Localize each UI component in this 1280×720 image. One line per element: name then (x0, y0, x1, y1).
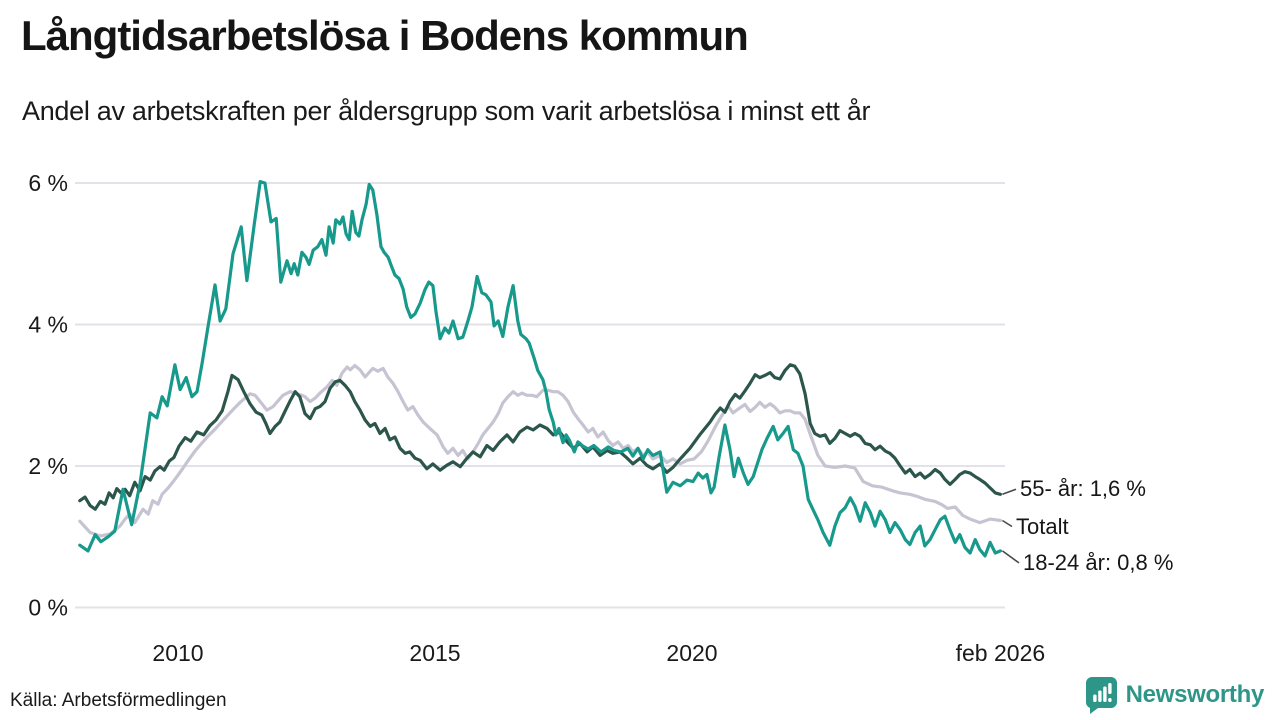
brand-name: Newsworthy (1125, 681, 1265, 708)
series-line-1 (78, 363, 1003, 511)
x-tick-label: 2015 (409, 640, 460, 666)
brand-logo: Newsworthy (1084, 676, 1264, 714)
x-tick-label: feb 2026 (956, 640, 1046, 666)
series-line-2 (78, 180, 1003, 558)
page-title: Långtidsarbetslösa i Bodens kommun (21, 12, 749, 59)
end-label-totalt: Totalt (1016, 513, 1069, 539)
x-tick-label: 2020 (666, 640, 717, 666)
end-label-55-ar: 55- år: 1,6 % (1020, 476, 1146, 502)
y-tick-label: 4 % (28, 312, 68, 338)
page-subtitle: Andel av arbetskraften per åldersgrupp s… (22, 96, 871, 126)
source-note: Källa: Arbetsförmedlingen (10, 690, 227, 711)
y-tick-label: 2 % (28, 453, 68, 479)
y-tick-label: 6 % (28, 170, 68, 196)
end-label-18-24-ar: 18-24 år: 0,8 % (1023, 549, 1174, 575)
newsworthy-icon (1084, 676, 1118, 714)
label-connector (1001, 519, 1013, 528)
y-tick-label: 0 % (28, 595, 68, 621)
label-connector (1002, 488, 1017, 496)
x-tick-label: 2010 (152, 640, 203, 666)
series-line-0 (78, 363, 1003, 538)
label-connector (1001, 550, 1020, 564)
